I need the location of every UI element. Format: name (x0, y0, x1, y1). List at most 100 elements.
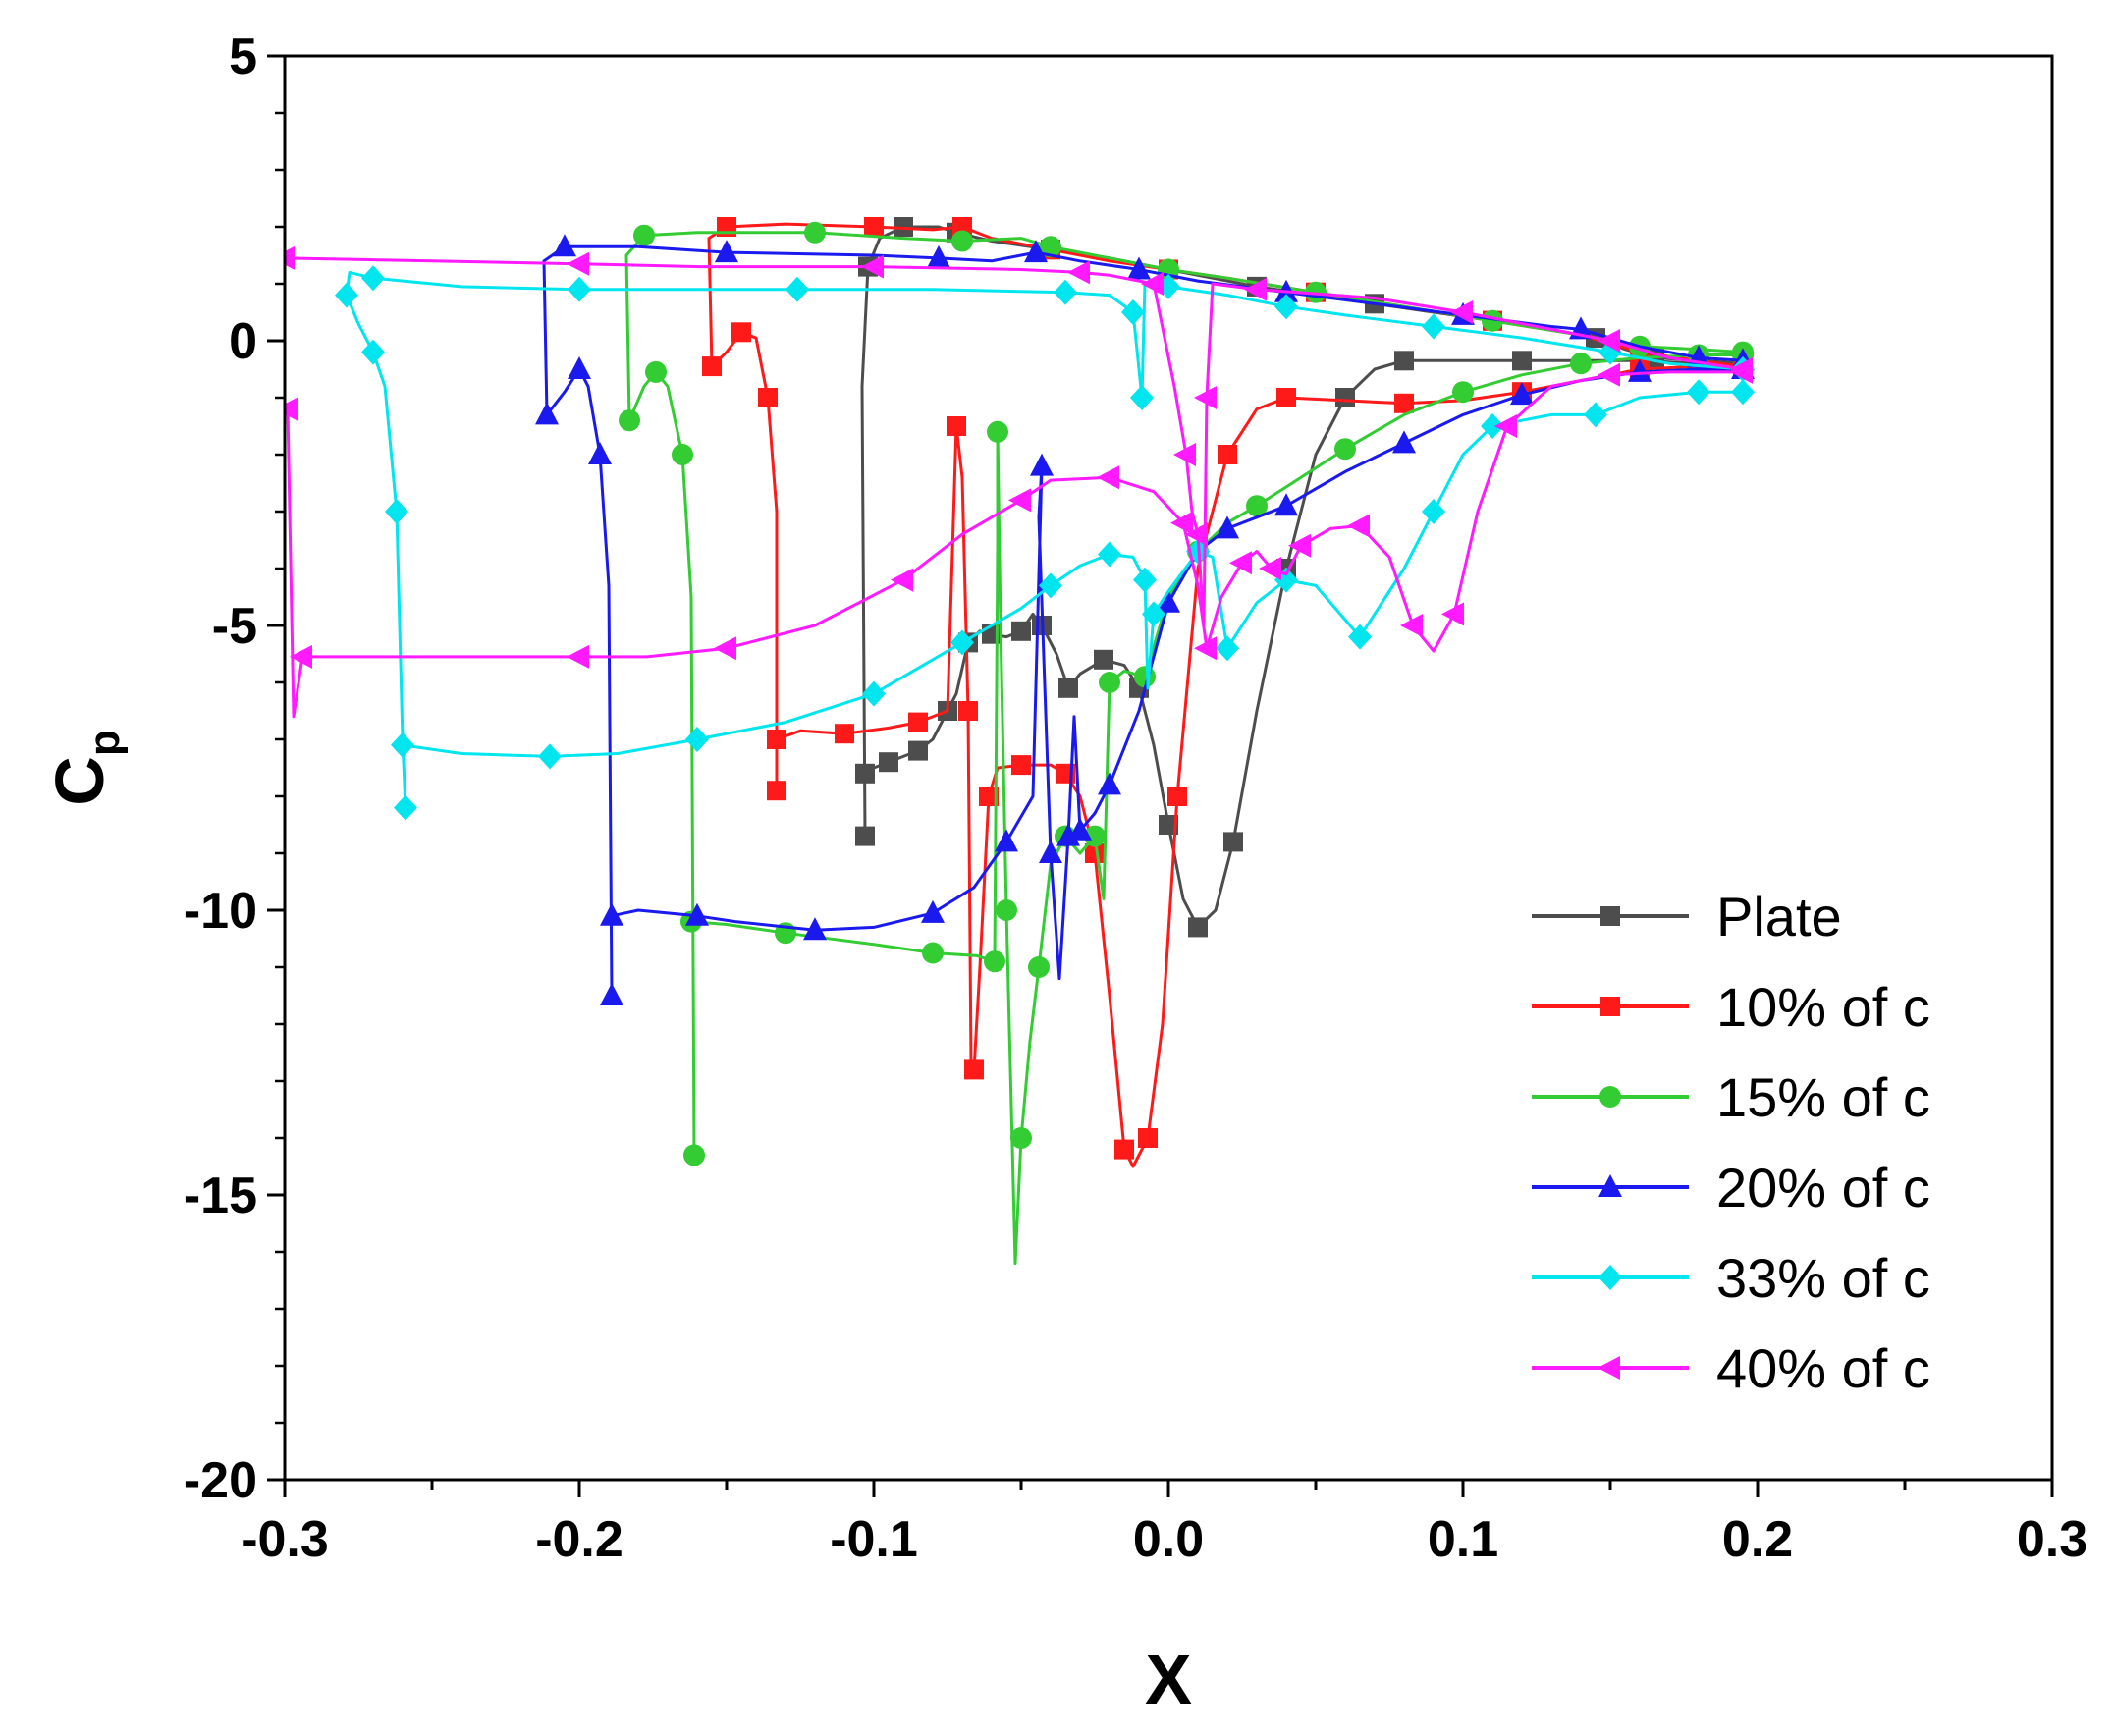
data-point (1085, 843, 1105, 863)
data-point (1512, 351, 1532, 371)
data-point (1570, 353, 1592, 375)
data-point (567, 251, 589, 276)
data-point (1216, 515, 1239, 539)
x-tick-label: 0.2 (1722, 1511, 1793, 1568)
data-point (335, 282, 358, 308)
data-point (1039, 572, 1062, 599)
data-point (1481, 413, 1504, 439)
data-point (786, 276, 809, 302)
data-point (588, 442, 612, 464)
x-tick-label: -0.3 (241, 1511, 329, 1568)
y-tick-label: 0 (229, 313, 257, 370)
data-point (568, 356, 591, 379)
data-point (951, 230, 973, 252)
data-point (855, 826, 875, 846)
data-point (1731, 379, 1755, 406)
data-point (950, 629, 974, 656)
data-point (879, 752, 898, 773)
data-point (1097, 465, 1119, 490)
data-point (683, 1144, 705, 1166)
data-point (567, 644, 589, 669)
data-point (767, 781, 786, 801)
data-point (1348, 624, 1372, 650)
data-point (1194, 636, 1217, 661)
svg-text:Cp: Cp (41, 730, 129, 805)
data-point (633, 224, 655, 246)
data-point (1598, 329, 1620, 353)
data-point (361, 339, 385, 365)
series-plate (855, 217, 1753, 938)
data-point (1229, 551, 1252, 575)
x-tick-label: 0.1 (1428, 1511, 1498, 1568)
data-point (672, 444, 693, 465)
ticks-layer: -0.3 -0.2 -0.1 0.0 0.1 0.2 0.3 5 0 -5 -10 -15 -20 (184, 28, 2087, 1568)
data-point (1010, 1127, 1032, 1149)
y-tick-label: -20 (184, 1452, 257, 1509)
legend-label: 15% of c (1716, 1066, 1930, 1128)
data-point (391, 732, 414, 758)
data-point (1288, 533, 1311, 558)
series-line-33-of-c-upper (345, 270, 1744, 808)
legend-marker (1599, 1086, 1621, 1108)
y-tick-label: -10 (184, 883, 257, 940)
data-point (1185, 522, 1208, 547)
data-point (714, 636, 736, 661)
data-point (964, 1059, 984, 1080)
data-point (1400, 614, 1423, 637)
legend-label: 10% of c (1716, 976, 1930, 1038)
data-point (1274, 294, 1298, 320)
data-point (1335, 388, 1355, 407)
data-point (1138, 1128, 1158, 1148)
data-point (1173, 443, 1196, 466)
legend-label: 40% of c (1716, 1337, 1930, 1399)
legend-item: 15% of c (1532, 1066, 1930, 1128)
data-point (1130, 385, 1154, 410)
data-point (995, 829, 1018, 852)
data-point (864, 217, 884, 237)
data-point (1188, 917, 1208, 938)
data-point (1159, 815, 1178, 835)
data-point (1011, 755, 1031, 776)
data-point (1121, 299, 1145, 325)
data-point (685, 727, 709, 752)
data-point (1347, 514, 1370, 538)
data-point (1334, 438, 1356, 461)
legend-item: Plate (1532, 886, 1842, 948)
data-point (908, 740, 928, 761)
data-point (996, 899, 1017, 921)
legend-label: 20% of c (1716, 1157, 1930, 1219)
data-point (922, 942, 944, 964)
data-point (553, 234, 576, 257)
series-line-10-of-c-lower (776, 364, 1743, 1168)
legend: Plate 10% of c 15% of c 20% of c 33% of c 40%… (1532, 886, 1930, 1399)
data-point (685, 902, 709, 926)
data-point (702, 356, 722, 377)
data-point (947, 416, 966, 436)
x-axis-title: X (1145, 1641, 1192, 1719)
data-point (1223, 832, 1243, 852)
legend-marker (1598, 1174, 1622, 1197)
data-point (927, 244, 950, 268)
data-point (568, 276, 591, 302)
y-tick-label: 5 (229, 28, 257, 85)
legend-marker (1600, 997, 1620, 1016)
data-point (1040, 236, 1061, 258)
data-point (1598, 362, 1620, 387)
data-point (385, 499, 408, 524)
data-point (1068, 817, 1092, 841)
data-point (361, 265, 385, 292)
data-point (891, 568, 913, 592)
data-point (535, 402, 559, 425)
data-point (1246, 495, 1268, 517)
data-point (984, 950, 1005, 973)
data-point (1098, 541, 1121, 568)
series-33-of-c (335, 265, 1755, 821)
data-point (1039, 841, 1062, 863)
series-line-40-of-c-upper (285, 256, 1744, 627)
data-point (1157, 589, 1180, 613)
data-point (1067, 260, 1090, 285)
data-point (803, 917, 827, 941)
data-point (1028, 956, 1050, 978)
data-point (285, 397, 298, 421)
